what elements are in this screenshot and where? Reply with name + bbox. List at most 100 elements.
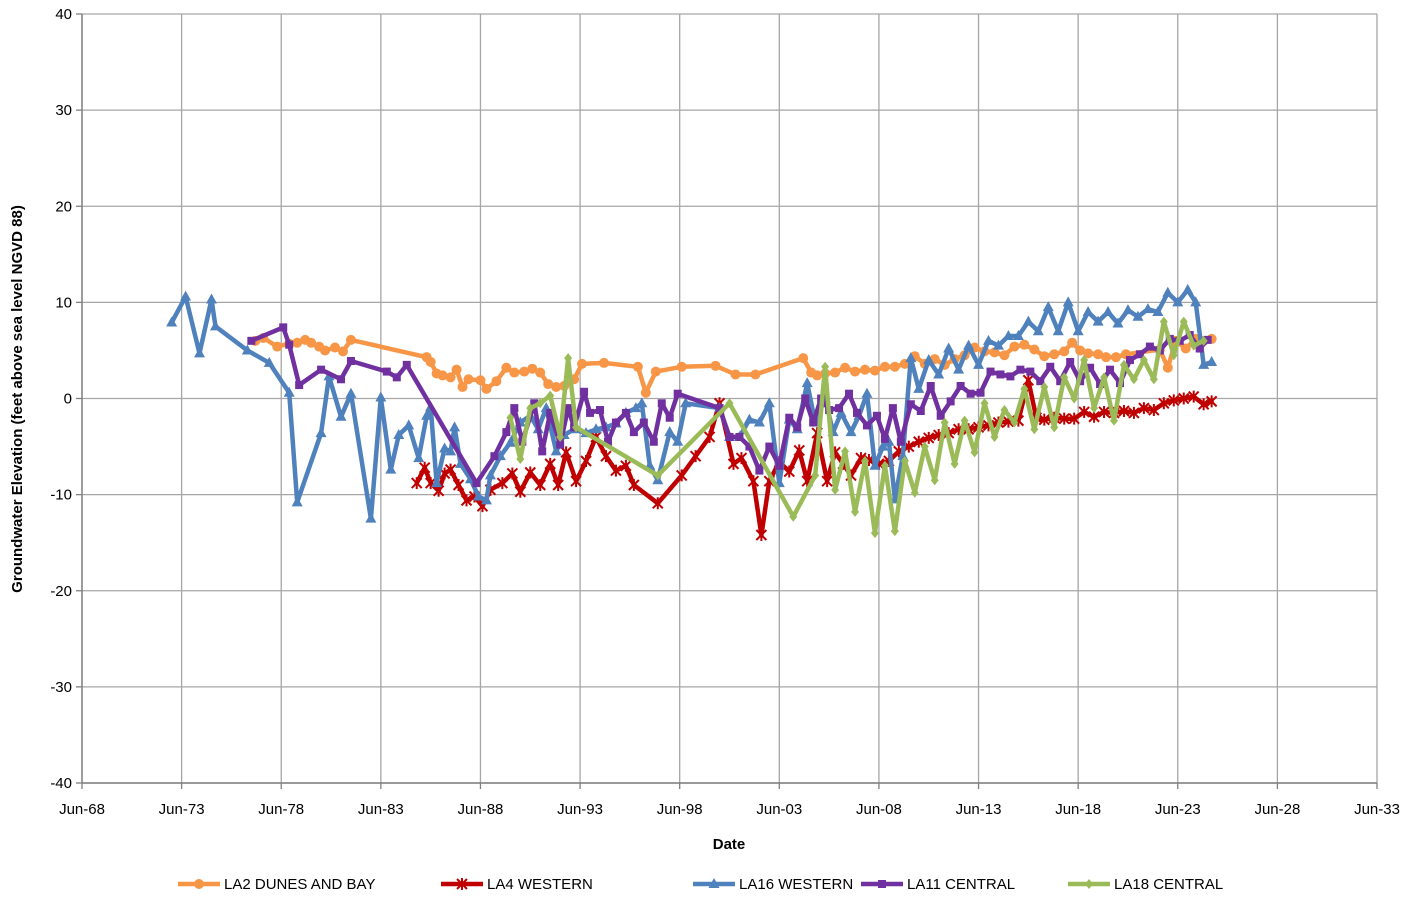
data-point	[735, 432, 744, 441]
data-point	[603, 437, 612, 446]
data-point	[580, 387, 589, 396]
data-point	[385, 463, 397, 474]
data-point	[481, 383, 492, 394]
data-point	[845, 426, 857, 437]
data-point	[850, 366, 861, 377]
data-point	[484, 469, 496, 480]
data-point	[1086, 363, 1095, 372]
data-point	[996, 370, 1005, 379]
data-point	[546, 408, 555, 417]
data-point	[1082, 305, 1094, 316]
data-point	[1040, 381, 1049, 392]
x-tick-labels: Jun-68 Jun-73 Jun-78 Jun-83 Jun-88 Jun-93 Jun-…	[59, 801, 1400, 818]
data-point	[598, 357, 609, 368]
data-point	[501, 362, 512, 373]
data-point	[1132, 310, 1144, 321]
data-point	[877, 440, 889, 451]
data-point	[403, 419, 415, 430]
data-point	[880, 460, 889, 471]
data-point	[943, 342, 955, 353]
data-point	[747, 475, 760, 488]
data-point	[905, 352, 917, 363]
data-point	[596, 406, 604, 415]
data-point	[180, 290, 192, 301]
data-point	[475, 375, 486, 386]
data-point	[755, 528, 768, 541]
data-point	[812, 370, 823, 381]
data-point	[1090, 403, 1099, 414]
data-point	[534, 479, 546, 492]
data-point	[831, 484, 840, 495]
data-point	[1128, 406, 1140, 419]
axes	[76, 13, 1378, 789]
data-point	[506, 412, 515, 423]
data-point	[1110, 415, 1119, 426]
x-tick-label: Jun-23	[1155, 801, 1201, 818]
data-point	[292, 337, 303, 348]
data-point	[279, 323, 288, 332]
data-point	[564, 353, 573, 364]
data-point	[463, 374, 474, 385]
data-point	[572, 422, 581, 433]
y-tick-label: -20	[50, 583, 72, 600]
legend-label: LA16 WESTERN	[739, 876, 853, 893]
data-point	[853, 408, 862, 417]
data-point	[1206, 355, 1218, 366]
data-point	[1022, 315, 1034, 326]
data-point	[1038, 413, 1050, 426]
data-point	[946, 397, 955, 406]
data-point	[206, 293, 217, 304]
data-point	[851, 506, 860, 517]
legend-item: LA16 WESTERN	[693, 876, 853, 893]
series-line	[414, 377, 1214, 538]
data-point	[551, 381, 562, 392]
data-point	[906, 400, 915, 409]
data-point	[793, 423, 802, 432]
data-point	[936, 411, 945, 420]
data-point	[727, 457, 740, 470]
data-point	[990, 431, 999, 442]
data-point	[859, 364, 870, 375]
data-point	[1072, 325, 1084, 336]
data-point	[673, 389, 682, 398]
data-point	[1068, 412, 1080, 425]
x-tick-label: Jun-68	[59, 801, 105, 818]
data-point	[1162, 362, 1173, 373]
data-point	[1098, 405, 1110, 418]
data-point	[452, 479, 465, 492]
x-tick-label: Jun-03	[756, 801, 802, 818]
data-point	[425, 356, 436, 367]
data-point	[1179, 316, 1188, 327]
data-point	[755, 466, 764, 475]
x-tick-label: Jun-18	[1055, 801, 1101, 818]
legend-item: LA11 CENTRAL	[861, 876, 1015, 893]
x-tick-label: Jun-98	[657, 801, 703, 818]
data-point	[940, 417, 949, 428]
y-tick-label: -10	[50, 487, 72, 504]
data-point	[560, 446, 572, 459]
data-point	[649, 437, 658, 446]
data-point	[472, 479, 481, 488]
data-point	[1148, 404, 1160, 417]
data-point	[445, 445, 457, 456]
data-point	[910, 487, 919, 498]
data-point	[421, 409, 433, 420]
data-point	[1078, 405, 1090, 418]
data-point	[793, 444, 805, 457]
data-point	[1042, 301, 1054, 312]
data-point	[862, 421, 871, 430]
data-point	[798, 353, 809, 364]
data-point	[1100, 372, 1109, 383]
data-point	[653, 470, 662, 481]
data-point	[1036, 377, 1045, 386]
data-point	[1010, 417, 1019, 428]
x-tick-label: Jun-13	[956, 801, 1002, 818]
data-point	[652, 497, 664, 510]
x-tick-label: Jun-28	[1254, 801, 1300, 818]
data-point	[743, 413, 755, 424]
data-point	[860, 455, 869, 466]
data-point	[527, 363, 538, 374]
legend-label: LA18 CENTRAL	[1114, 876, 1223, 893]
data-point	[337, 375, 345, 384]
y-tick-label: 0	[64, 391, 72, 408]
